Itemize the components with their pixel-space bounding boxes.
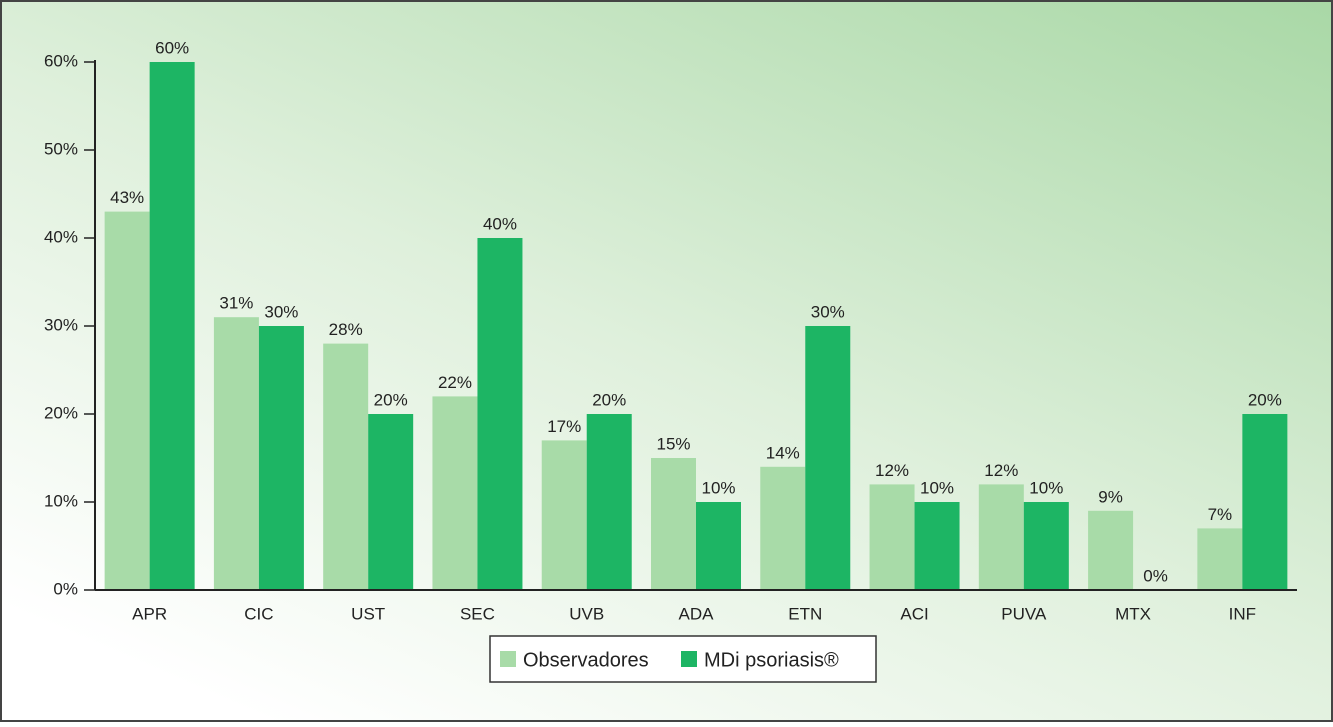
- bar: [432, 396, 478, 590]
- x-tick-label: UVB: [569, 604, 604, 623]
- value-label: 7%: [1208, 505, 1233, 524]
- value-label: 15%: [656, 434, 690, 453]
- value-label: 30%: [264, 302, 298, 321]
- y-tick-label: 40%: [44, 227, 78, 246]
- bar: [368, 414, 414, 590]
- bar: [541, 440, 587, 590]
- value-label: 14%: [766, 443, 800, 462]
- value-label: 9%: [1098, 487, 1123, 506]
- bar: [869, 484, 915, 590]
- value-label: 10%: [920, 478, 954, 497]
- bar: [1023, 502, 1069, 590]
- legend-label: Observadores: [523, 649, 649, 671]
- x-tick-label: INF: [1229, 604, 1256, 623]
- value-label: 10%: [1029, 478, 1063, 497]
- value-label: 12%: [875, 461, 909, 480]
- bar: [1088, 510, 1134, 590]
- x-tick-label: SEC: [460, 604, 495, 623]
- y-tick-label: 60%: [44, 51, 78, 70]
- x-tick-label: ACI: [900, 604, 928, 623]
- value-label: 31%: [219, 294, 253, 313]
- bar: [477, 238, 523, 590]
- bar: [213, 317, 259, 590]
- value-label: 30%: [811, 302, 845, 321]
- x-tick-label: CIC: [244, 604, 273, 623]
- y-tick-label: 30%: [44, 315, 78, 334]
- value-label: 17%: [547, 417, 581, 436]
- value-label: 12%: [984, 461, 1018, 480]
- bar: [323, 343, 369, 590]
- bar: [651, 458, 696, 590]
- x-tick-label: PUVA: [1001, 604, 1047, 623]
- value-label: 20%: [592, 390, 626, 409]
- value-label: 28%: [329, 320, 363, 339]
- bar: [258, 326, 304, 590]
- bar: [586, 414, 632, 590]
- value-label: 40%: [483, 214, 517, 233]
- value-label: 20%: [1248, 390, 1282, 409]
- bar: [1197, 528, 1243, 590]
- bar: [805, 326, 851, 590]
- y-tick-label: 0%: [53, 579, 78, 598]
- y-tick-label: 10%: [44, 491, 78, 510]
- value-label: 60%: [155, 38, 189, 57]
- legend-swatch: [500, 651, 516, 667]
- bar: [149, 62, 195, 590]
- legend-label: MDi psoriasis®: [704, 649, 839, 671]
- x-tick-label: ETN: [788, 604, 822, 623]
- value-label: 0%: [1143, 566, 1168, 585]
- y-tick-label: 50%: [44, 139, 78, 158]
- value-label: 10%: [701, 478, 735, 497]
- value-label: 20%: [374, 390, 408, 409]
- x-tick-label: MTX: [1115, 604, 1151, 623]
- legend-swatch: [681, 651, 697, 667]
- bar: [760, 466, 806, 590]
- x-tick-label: APR: [132, 604, 167, 623]
- value-label: 43%: [110, 188, 144, 207]
- bar: [1242, 414, 1288, 590]
- bar: [914, 502, 960, 590]
- y-tick-label: 20%: [44, 403, 78, 422]
- bar: [978, 484, 1024, 590]
- x-tick-label: UST: [351, 604, 385, 623]
- x-tick-label: ADA: [679, 604, 715, 623]
- bar: [104, 211, 150, 590]
- value-label: 22%: [438, 373, 472, 392]
- bar: [696, 502, 741, 590]
